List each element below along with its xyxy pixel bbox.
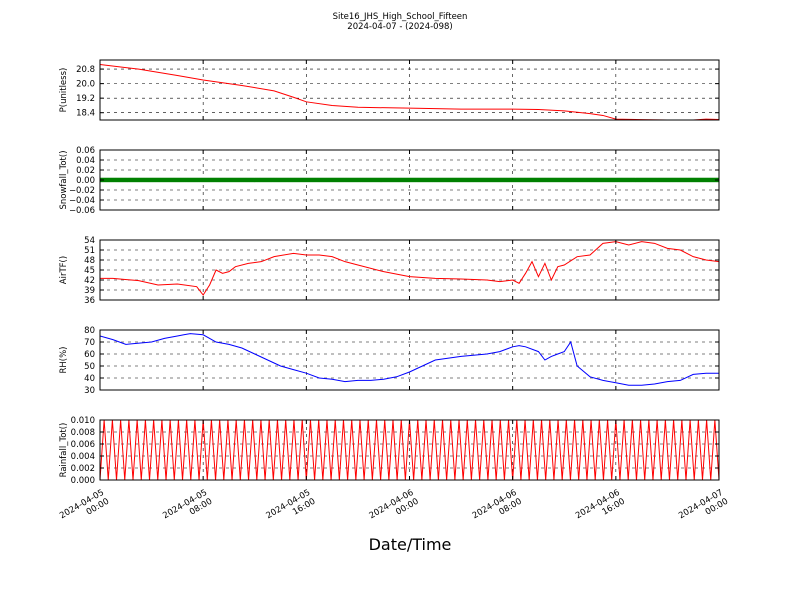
chart-title-line1: Site16_JHS_High_School_Fifteen <box>333 12 468 22</box>
y-tick-label: 54 <box>84 236 95 246</box>
y-tick-label: 36 <box>84 296 95 306</box>
y-tick-label: 0.04 <box>76 156 95 166</box>
y-tick-label: 48 <box>84 256 95 266</box>
y-tick-label: 50 <box>84 362 95 372</box>
y-tick-label: 0.000 <box>71 476 95 486</box>
y-tick-label: 60 <box>84 350 95 360</box>
x-axis-label: Date/Time <box>369 535 452 554</box>
series-markers <box>100 177 719 183</box>
y-tick-label: −0.04 <box>69 196 95 206</box>
y-tick-label: 70 <box>84 338 95 348</box>
y-axis-label: P(unitless) <box>59 68 69 113</box>
panel-rh: 30 40 50 60 70 80 RH(%) <box>59 326 720 396</box>
y-tick-label: 18.4 <box>76 109 95 119</box>
panel-snowfall-tot: −0.06−0.04−0.020.000.020.040.06 Snowfall_… <box>59 146 720 216</box>
y-tick-label: 0.004 <box>71 452 95 462</box>
y-tick-label: −0.02 <box>69 186 95 196</box>
y-tick-label: 45 <box>84 266 95 276</box>
y-tick-label: 0.002 <box>71 464 95 474</box>
y-tick-label: 80 <box>84 326 95 336</box>
y-axis-label: RH(%) <box>59 346 69 373</box>
y-tick-label: 51 <box>84 246 95 256</box>
y-tick-label: 0.010 <box>71 416 95 426</box>
y-tick-label: 19.2 <box>76 94 95 104</box>
y-tick-label: 30 <box>84 386 95 396</box>
y-tick-label: −0.06 <box>69 206 95 216</box>
y-tick-label: 0.006 <box>71 440 95 450</box>
y-tick-label: 42 <box>84 276 95 286</box>
y-tick-label: 0.06 <box>76 146 95 156</box>
y-axis-label: Snowfall_Tot() <box>59 150 69 209</box>
chart-title-line2: 2024-04-07 - (2024-098) <box>347 22 452 32</box>
panels: 18.4 19.2 20.0 20.8 P(unitless) −0.06−0.04−0.… <box>59 59 720 486</box>
panel-rainfall-tot: 0.000 0.002 0.004 0.006 0.008 0.010Rainfall_T… <box>59 416 720 486</box>
y-tick-label: 0.008 <box>71 428 95 438</box>
y-tick-label: 20.8 <box>76 65 95 75</box>
y-axis-label: AirTF() <box>59 256 69 284</box>
series-line-rh <box>100 333 719 386</box>
y-axis-label: Rainfall_Tot() <box>59 423 69 478</box>
y-tick-label: 0.02 <box>76 166 95 176</box>
panel-p-unitless: 18.4 19.2 20.0 20.8 P(unitless) <box>59 59 720 121</box>
y-tick-label: 39 <box>84 286 95 296</box>
series-line-airtf <box>100 241 719 296</box>
y-tick-label: 20.0 <box>76 80 95 90</box>
y-tick-label: 0.00 <box>76 176 95 186</box>
y-tick-label: 40 <box>84 374 95 384</box>
